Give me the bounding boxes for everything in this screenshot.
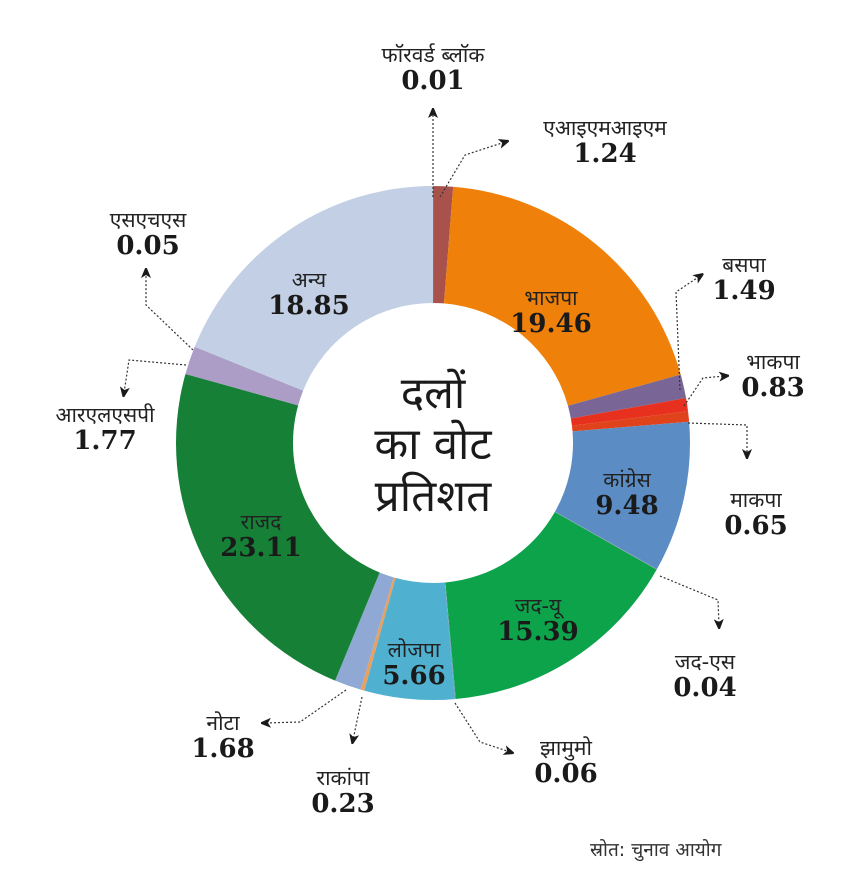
segment-4 (570, 398, 689, 426)
segment-6 (554, 421, 690, 570)
label-value: 19.46 (510, 309, 592, 339)
label-name: अन्य (291, 268, 327, 292)
label-value: 0.04 (673, 673, 737, 703)
label-name: फॉरवर्ड ब्लॉक (381, 43, 485, 67)
label-name: भाजपा (524, 286, 578, 310)
label-value: 15.39 (497, 617, 579, 647)
segment-14 (185, 346, 304, 406)
label-name: कांग्रेस (603, 468, 651, 492)
leader-lines (124, 112, 747, 752)
leader-cpi (683, 376, 725, 407)
segment-1 (433, 186, 454, 304)
label-value: 1.49 (712, 276, 776, 306)
label-value: 18.85 (268, 291, 350, 321)
segment-15 (194, 346, 304, 391)
label-nota: नोटा 1.68 (191, 711, 255, 764)
title-line-2: का वोट (374, 419, 492, 471)
label-rlsp: आरएलएसपी 1.77 (55, 403, 155, 456)
segment-3 (567, 374, 687, 419)
leader-bsp (675, 276, 700, 391)
chart-title: दलों का वोट प्रतिशत (374, 368, 491, 522)
label-name: लोजपा (387, 638, 441, 662)
label-bjp: भाजपा 19.46 (510, 286, 592, 339)
label-value: 1.24 (573, 139, 637, 169)
label-shs: एसएचएस 0.05 (109, 208, 187, 261)
label-value: 0.06 (534, 759, 598, 789)
label-value: 9.48 (595, 491, 659, 521)
source-note: स्रोत: चुनाव आयोग (590, 839, 722, 861)
segment-16 (194, 185, 433, 391)
label-value: 0.23 (311, 789, 375, 819)
label-name: जद-यू (514, 594, 562, 618)
leader-nota (265, 689, 347, 723)
label-name: एआइएमआइएम (543, 116, 667, 140)
segment-8 (445, 511, 657, 699)
label-value: 0.01 (401, 66, 465, 96)
label-congress: कांग्रेस 9.48 (595, 468, 659, 521)
segment-5 (571, 411, 690, 432)
label-jdu: जद-यू 15.39 (497, 594, 579, 647)
segment-12 (335, 572, 394, 690)
leader-shs (146, 272, 194, 351)
leader-aimim (439, 142, 505, 198)
title-line-1: दलों (400, 368, 466, 419)
label-bsp: बसपा 1.49 (712, 253, 776, 306)
label-value: 0.83 (741, 373, 805, 403)
leader-cpm (687, 422, 747, 455)
label-jmm: झामुमो 0.06 (534, 736, 598, 789)
leader-jmm (454, 702, 510, 752)
label-value: 1.68 (191, 734, 255, 764)
label-name: माकपा (730, 488, 782, 512)
segment-2 (443, 186, 681, 406)
donut-segments (175, 185, 690, 700)
label-ncp: राकांपा 0.23 (311, 766, 375, 819)
label-name: राजद (240, 510, 282, 534)
label-value: 23.11 (220, 533, 302, 563)
label-name: आरएलएसपी (55, 403, 155, 427)
leader-jds (659, 575, 719, 625)
title-line-3: प्रतिशत (374, 470, 492, 522)
segment-10 (364, 577, 455, 700)
segment-9 (444, 582, 456, 700)
label-name: नोटा (206, 711, 240, 735)
label-value: 5.66 (382, 661, 446, 691)
label-forward-bloc: फॉरवर्ड ब्लॉक 0.01 (381, 43, 485, 96)
leader-ncp (353, 696, 363, 740)
label-value: 1.77 (73, 426, 137, 456)
label-rjd: राजद 23.11 (220, 510, 302, 563)
label-name: जद-एस (674, 650, 736, 674)
label-ljp: लोजपा 5.66 (382, 638, 446, 691)
segment-13 (175, 373, 380, 681)
label-name: भाकपा (746, 350, 800, 374)
label-value: 0.65 (724, 511, 788, 541)
label-aimim: एआइएमआइएम 1.24 (543, 116, 667, 169)
label-name: बसपा (722, 253, 766, 277)
segment-7 (554, 511, 657, 570)
label-value: 0.05 (116, 231, 180, 261)
label-name: राकांपा (316, 766, 370, 790)
label-cpm: माकपा 0.65 (724, 488, 788, 541)
segment-11 (360, 577, 396, 691)
label-others: अन्य 18.85 (268, 268, 350, 321)
leader-rlsp (124, 359, 187, 393)
label-name: एसएचएस (109, 208, 187, 232)
label-jds: जद-एस 0.04 (673, 650, 737, 703)
label-cpi: भाकपा 0.83 (741, 350, 805, 403)
label-name: झामुमो (540, 736, 592, 760)
